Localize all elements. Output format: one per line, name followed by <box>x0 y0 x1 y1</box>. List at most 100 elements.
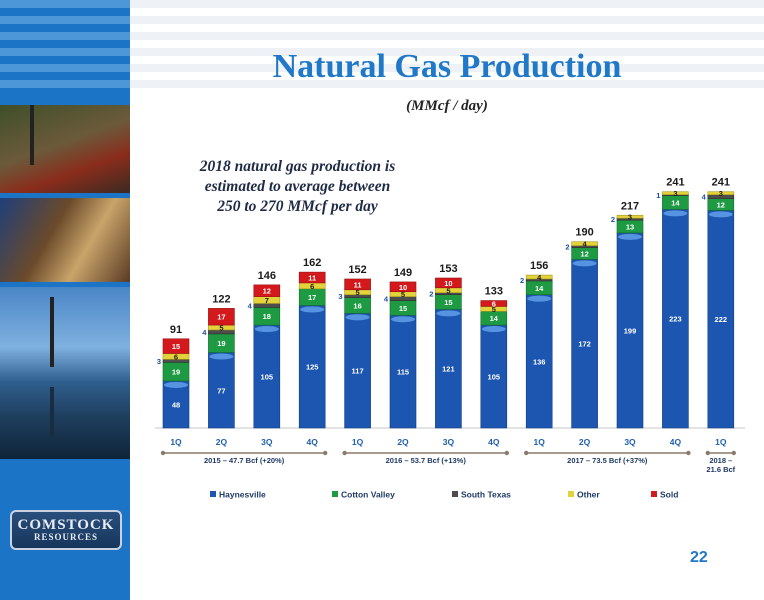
legend-label: Other <box>577 490 600 500</box>
bar-segment-label: 115 <box>397 368 409 377</box>
bar-top-highlight <box>164 381 188 388</box>
x-tick-label: 3Q <box>261 437 273 447</box>
legend-label: Cotton Valley <box>341 490 395 500</box>
slide-subtitle: (MMcf / day) <box>406 98 488 114</box>
bar-segment-label: 5 <box>446 286 450 295</box>
bar-segment <box>435 277 462 289</box>
x-tick-label: 2Q <box>397 437 409 447</box>
bar-segment-label: 15 <box>172 342 180 351</box>
bar-segment-label: 19 <box>217 339 225 348</box>
legend-label: South Texas <box>461 490 511 500</box>
forecast-note: 2018 natural gas production is estimated… <box>185 157 410 217</box>
rig-workers-photo <box>0 198 130 282</box>
legend-label: Sold <box>660 490 678 500</box>
bar-segment-label: 222 <box>715 315 728 324</box>
bar-segment-label: 121 <box>442 365 455 374</box>
bar-segment-label: 5 <box>401 290 405 299</box>
bar-total-label: 156 <box>530 260 548 272</box>
bar-segment-label: 3 <box>628 213 632 222</box>
bar-segment <box>525 274 553 280</box>
bar-segment-label: 14 <box>535 284 544 293</box>
bar-segment-label: 4 <box>537 273 542 282</box>
bar-segment-label: 3 <box>673 189 677 198</box>
logo-line2: RESOURCES <box>33 532 98 542</box>
legend-swatch <box>210 491 216 497</box>
bar-top-highlight <box>345 314 370 321</box>
bar-top-highlight <box>481 326 506 333</box>
bar-segment-label: 11 <box>308 274 316 283</box>
bar-segment <box>571 259 598 429</box>
bar-top-highlight <box>300 306 325 313</box>
legend-swatch <box>651 491 657 497</box>
bar-segment-label: 18 <box>263 312 271 321</box>
drilling-site-photo <box>0 105 130 193</box>
bar-segment-label: 15 <box>399 304 407 313</box>
x-tick-label: 1Q <box>170 437 182 447</box>
bar-segment-label: 15 <box>444 298 452 307</box>
bar-segment-label: 13 <box>626 223 634 232</box>
bar-segment-label: 105 <box>261 373 274 382</box>
bar-segment <box>162 338 190 354</box>
bar-segment <box>298 271 326 284</box>
bar-segment-label: 16 <box>353 301 361 310</box>
bar-segment <box>480 300 508 307</box>
bar-segment-label: 12 <box>580 249 588 258</box>
bar-segment <box>435 309 462 429</box>
period-label: 2017 – 73.5 Bcf (+37%) <box>567 456 648 465</box>
rig-tower <box>50 297 54 367</box>
bar-segment-label: 14 <box>671 199 680 208</box>
bar-top-highlight <box>527 295 552 302</box>
period-label: 21.6 Bcf <box>706 465 735 474</box>
bar-top-highlight <box>391 316 415 323</box>
bar-total-label: 152 <box>348 264 366 276</box>
bar-segment-label: 12 <box>717 200 725 209</box>
bar-total-label: 122 <box>212 293 230 305</box>
x-tick-label: 2Q <box>216 437 228 447</box>
page-number: 22 <box>690 549 708 566</box>
bar-segment <box>389 281 417 293</box>
bar-segment <box>208 308 235 326</box>
bar-top-highlight <box>209 353 234 360</box>
logo-line1: COMSTOCK <box>17 517 115 533</box>
bar-total-label: 241 <box>666 177 684 189</box>
sidebar-stripes <box>0 0 130 95</box>
bar-top-highlight <box>572 260 597 267</box>
x-tick-label: 1Q <box>534 437 546 447</box>
bar-top-highlight <box>254 326 279 333</box>
bar-total-label: 91 <box>170 324 182 336</box>
bar-segment-label: 4 <box>583 240 588 249</box>
period-label: 2015 – 47.7 Bcf (+20%) <box>204 456 285 465</box>
bar-top-highlight <box>618 233 642 240</box>
bar-segment-label: 11 <box>354 280 362 289</box>
bar-top-highlight <box>436 310 461 317</box>
bar-segment-label: 12 <box>263 287 271 296</box>
bar-segment-label: 6 <box>492 299 496 308</box>
bar-segment-label: 6 <box>174 352 178 361</box>
x-tick-label: 4Q <box>307 437 319 447</box>
x-tick-label: 3Q <box>443 437 455 447</box>
company-logo: COMSTOCK RESOURCES <box>10 510 122 550</box>
rig-reflection-photo <box>0 287 130 459</box>
bar-segment-label: 5 <box>356 288 360 297</box>
forecast-note-line: 250 to 270 MMcf per day <box>217 198 378 215</box>
bar-segment <box>389 314 417 429</box>
bar-segment <box>298 305 326 429</box>
legend-label: Haynesville <box>219 490 266 500</box>
bar-segment-label: 17 <box>217 313 225 322</box>
bar-segment <box>253 284 281 297</box>
period-bracket-end <box>705 450 710 456</box>
bar-total-label: 153 <box>439 263 457 275</box>
slide-title: Natural Gas Production <box>272 48 622 85</box>
period-bracket-end <box>504 450 509 456</box>
bar-segment-label: 3 <box>157 357 161 366</box>
forecast-note-line: estimated to average between <box>204 178 391 195</box>
bar-segment-label: 3 <box>719 189 723 198</box>
bar-segment-label: 2 <box>429 290 433 299</box>
period-bracket-end <box>524 450 529 456</box>
bar-segment-label: 77 <box>217 386 225 395</box>
x-tick-label: 4Q <box>670 437 682 447</box>
rig-reflection <box>50 387 54 437</box>
period-label: 2018 – <box>709 456 732 465</box>
legend-swatch <box>568 491 574 497</box>
bar-segment <box>162 380 190 429</box>
